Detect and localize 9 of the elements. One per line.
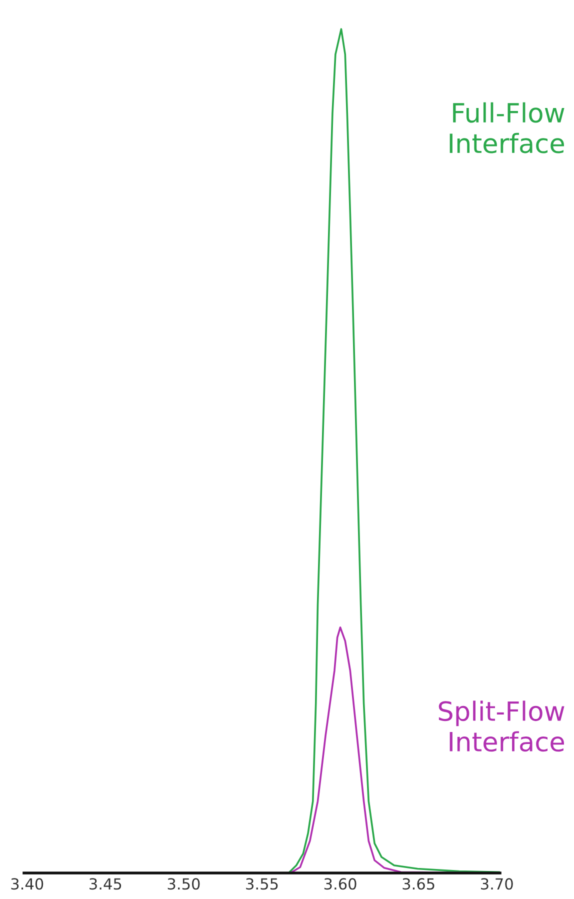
x-tick-label: 3.70 <box>481 878 513 890</box>
x-tick-label: 3.60 <box>324 878 356 890</box>
x-tick-label: 3.50 <box>168 878 200 890</box>
text: Full-Flow Interface <box>450 102 564 154</box>
x-tick-label: 3.55 <box>246 878 278 890</box>
x-tick-label: 3.40 <box>11 878 44 890</box>
x-tick-label: 3.45 <box>90 878 122 890</box>
x-tick-label: 3.65 <box>402 878 434 890</box>
text: Split-Flow Interface <box>438 700 564 752</box>
